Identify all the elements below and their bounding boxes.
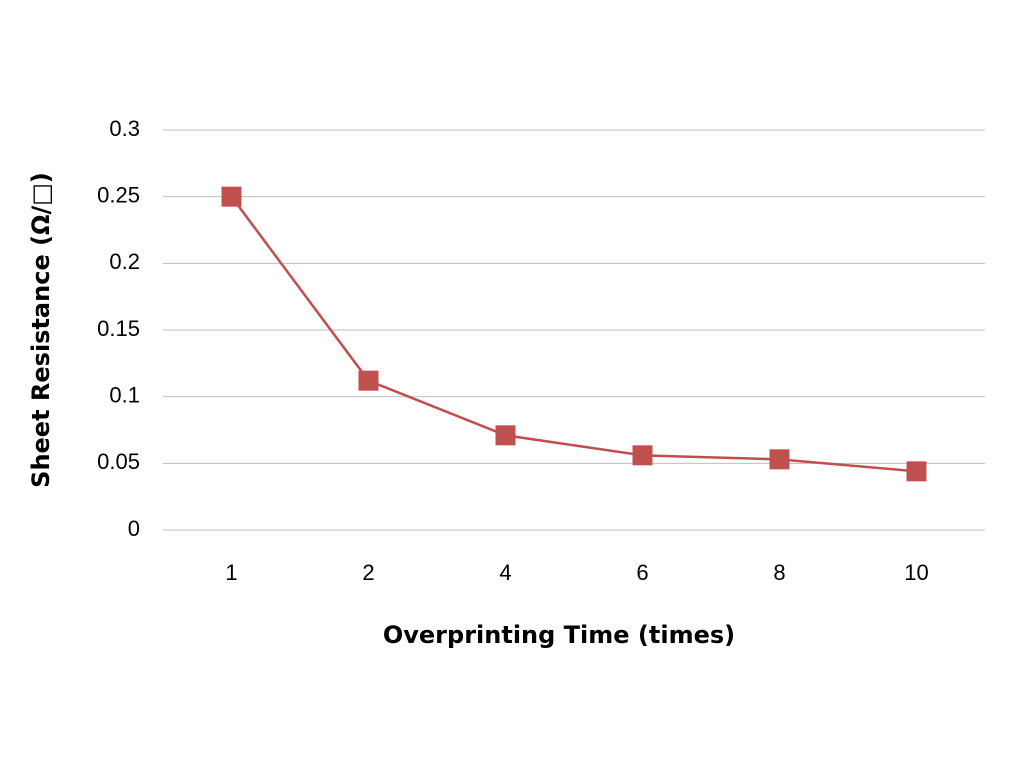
y-tick-label: 0.25	[97, 182, 140, 207]
data-marker	[358, 370, 379, 391]
y-tick-label: 0.1	[109, 382, 140, 407]
y-tick-label: 0	[128, 516, 140, 541]
data-marker	[906, 461, 927, 482]
data-marker	[769, 449, 790, 470]
x-tick-label: 1	[225, 560, 237, 585]
y-tick-label: 0.05	[97, 449, 140, 474]
x-tick-label: 10	[904, 560, 928, 585]
y-axis-title: Sheet Resistance (Ω/□)	[27, 172, 55, 488]
data-marker	[495, 425, 516, 446]
x-tick-label: 2	[362, 560, 374, 585]
x-tick-label: 4	[499, 560, 511, 585]
x-tick-label: 6	[636, 560, 648, 585]
data-line	[230, 195, 917, 473]
data-marker	[221, 186, 242, 207]
x-axis-title: Overprinting Time (times)	[383, 621, 735, 649]
data-marker	[632, 445, 653, 466]
y-tick-label: 0.3	[109, 116, 140, 141]
y-tick-label: 0.15	[97, 316, 140, 341]
y-tick-label: 0.2	[109, 249, 140, 274]
x-tick-label: 8	[773, 560, 785, 585]
